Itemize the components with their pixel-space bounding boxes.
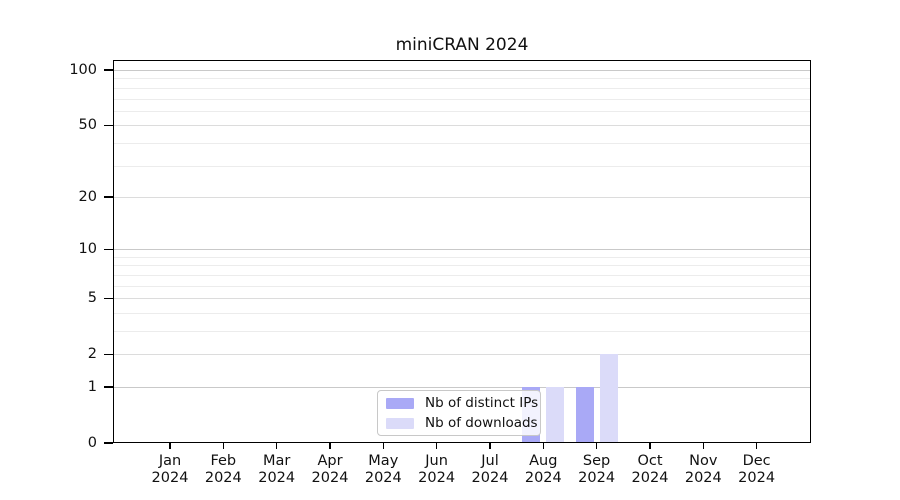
x-axis-tick bbox=[169, 443, 171, 449]
gridline bbox=[114, 87, 810, 89]
gridline bbox=[114, 331, 810, 332]
x-axis-tick bbox=[755, 443, 758, 449]
legend-item-downloads: Nb of downloads bbox=[386, 415, 538, 431]
x-axis-tick-label: Feb 2024 bbox=[204, 453, 242, 486]
y-axis-tick bbox=[104, 69, 113, 71]
y-axis-tick bbox=[104, 353, 113, 355]
y-axis-tick bbox=[104, 248, 113, 250]
x-axis-tick bbox=[489, 443, 491, 449]
y-axis-tick-label: 1 bbox=[87, 379, 97, 395]
gridline bbox=[114, 354, 810, 356]
legend-swatch-downloads-icon bbox=[386, 417, 414, 429]
legend-swatch-distinct-ips-icon bbox=[386, 397, 414, 409]
bar-downloads bbox=[599, 354, 618, 442]
gridline bbox=[114, 249, 810, 251]
x-axis-tick-label: Apr 2024 bbox=[311, 453, 349, 486]
gridline bbox=[114, 125, 810, 127]
x-axis-tick-label: Sep 2024 bbox=[578, 453, 616, 486]
y-axis-tick-label: 0 bbox=[87, 435, 97, 451]
x-axis-tick-label: Jul 2024 bbox=[471, 453, 509, 486]
y-axis-tick bbox=[104, 196, 113, 198]
x-axis-tick bbox=[649, 443, 651, 449]
gridline bbox=[114, 70, 810, 71]
y-axis-tick bbox=[104, 297, 113, 299]
gridline bbox=[114, 298, 810, 300]
x-axis-tick bbox=[702, 443, 704, 449]
gridline bbox=[114, 312, 810, 314]
plot-frame bbox=[113, 60, 811, 443]
legend-label-downloads: Nb of downloads bbox=[425, 415, 538, 431]
x-axis-tick bbox=[595, 443, 598, 449]
y-axis-tick bbox=[104, 442, 113, 444]
y-axis-tick-label: 10 bbox=[78, 241, 97, 258]
gridline bbox=[114, 98, 810, 100]
gridline bbox=[114, 196, 810, 198]
x-axis-tick-label: Oct 2024 bbox=[631, 453, 669, 486]
x-axis-tick-label: Dec 2024 bbox=[738, 453, 776, 486]
gridline bbox=[114, 256, 810, 258]
y-axis-tick bbox=[104, 124, 113, 126]
gridline bbox=[114, 78, 810, 80]
gridline bbox=[114, 387, 810, 388]
gridline bbox=[114, 265, 810, 267]
x-axis-tick-label: Mar 2024 bbox=[258, 453, 296, 486]
x-axis-tick bbox=[222, 443, 224, 449]
y-axis-tick-label: 20 bbox=[78, 188, 97, 205]
legend-item-distinct-ips: Nb of distinct IPs bbox=[386, 395, 538, 411]
y-axis-tick bbox=[104, 386, 113, 388]
y-axis-tick-label: 5 bbox=[87, 290, 97, 307]
x-axis-tick-label: May 2024 bbox=[364, 453, 402, 486]
x-axis-tick bbox=[382, 443, 384, 449]
x-axis-tick bbox=[542, 443, 544, 449]
x-axis-tick-label: Aug 2024 bbox=[524, 453, 562, 486]
gridline bbox=[114, 274, 810, 276]
gridline bbox=[114, 110, 810, 112]
x-axis-tick-label: Jan 2024 bbox=[151, 453, 189, 486]
x-axis-tick bbox=[329, 443, 331, 449]
legend: Nb of distinct IPs Nb of downloads bbox=[377, 390, 541, 436]
gridline bbox=[114, 285, 810, 287]
bar-distinct-ips bbox=[575, 387, 594, 442]
y-axis-tick-label: 100 bbox=[69, 62, 97, 78]
y-axis-tick-label: 2 bbox=[87, 346, 97, 363]
x-axis-tick-label: Jun 2024 bbox=[418, 453, 456, 486]
x-axis-tick bbox=[435, 443, 438, 449]
bar-downloads bbox=[546, 387, 565, 442]
legend-label-distinct-ips: Nb of distinct IPs bbox=[425, 395, 539, 411]
x-axis-tick-label: Nov 2024 bbox=[684, 453, 722, 486]
gridline bbox=[114, 165, 810, 167]
chart-title: miniCRAN 2024 bbox=[395, 35, 529, 55]
gridline bbox=[114, 142, 810, 144]
x-axis-tick bbox=[276, 443, 278, 449]
y-axis-tick-label: 50 bbox=[78, 117, 97, 134]
